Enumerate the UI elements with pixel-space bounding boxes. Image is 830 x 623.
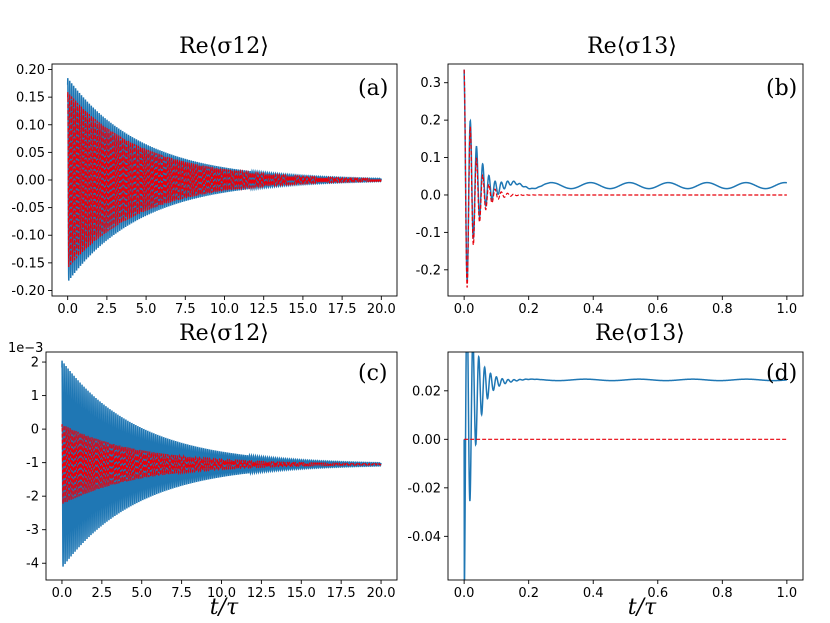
panel-b-frame [447, 63, 804, 297]
panel-b-ytick-label: 0.2 [420, 114, 441, 129]
panel-a: Re⟨σ12⟩ 0.0 2.5 5.0 7.5 10.0 12.5 15.0 17.5 20.0… [11, 34, 398, 317]
panel-c-xtick-label: 0.0 [52, 586, 73, 601]
panel-c-ytick-label: 0 [31, 423, 39, 438]
panel-c-ytick-label: 1 [31, 389, 39, 404]
panel-c-xtick-label: 2.5 [91, 586, 112, 601]
panel-d-xtick-label: 0.6 [647, 586, 668, 601]
panel-a-xtick-label: 10.0 [210, 302, 239, 317]
panel-d-ytick-label: -0.02 [407, 481, 441, 496]
panel-d-xtick-label: 1.0 [777, 586, 798, 601]
panel-b-ytick-label: 0.1 [420, 151, 441, 166]
panel-a-ytick-label: -0.10 [11, 229, 45, 244]
panel-b-xtick-label: 0.8 [712, 302, 733, 317]
panel-c-xtick-label: 10.0 [207, 586, 236, 601]
panel-a-xtick-label: 2.5 [97, 302, 118, 317]
panel-d-xtick-label: 0.2 [518, 586, 539, 601]
panel-a-label: (a) [358, 76, 388, 101]
panel-c-xtick-label: 20.0 [367, 586, 396, 601]
panel-c-offset-text: 1e−3 [8, 341, 43, 356]
panel-c-xtick-label: 5.0 [131, 586, 152, 601]
panel-b-xtick-label: 0.2 [518, 302, 539, 317]
panel-a-xtick-label: 17.5 [328, 302, 357, 317]
panel-b-xtick-label: 0.6 [647, 302, 668, 317]
panel-d-plot: 0.0 0.2 0.4 0.6 0.8 1.0 -0.04 -0.02 0.00 0.02 [407, 351, 804, 601]
panel-a-xtick-label: 12.5 [249, 302, 278, 317]
panel-d-ytick-label: 0.00 [412, 433, 441, 448]
panel-b-plot: 0.0 0.2 0.4 0.6 0.8 1.0 -0.2 -0.1 0.0 0.1 0.2 0.3 [416, 63, 804, 317]
panel-d-ytick-label: -0.04 [407, 530, 441, 545]
panel-c-plot: 0.0 2.5 5.0 7.5 10.0 12.5 15.0 17.5 20.0 -4 -3 -2 -1… [26, 351, 398, 601]
panel-a-series [66, 78, 383, 281]
panel-b-label: (b) [766, 76, 797, 101]
panel-c-xtick-label: 7.5 [171, 586, 192, 601]
panel-a-xtick-label: 15.0 [288, 302, 317, 317]
panel-c-ytick-label: 2 [31, 356, 39, 371]
panel-d-xtick-label: 0.4 [583, 586, 604, 601]
panel-b-series [463, 69, 787, 288]
panel-c-ytick-label: -3 [26, 523, 39, 538]
panel-d-xtick-label: 0.8 [712, 586, 733, 601]
panel-b-title: Re⟨σ13⟩ [587, 34, 677, 59]
panel-d-series [463, 352, 787, 580]
panel-d-xlabel: t/τ [628, 595, 657, 620]
panel-a-ytick-label: -0.05 [11, 201, 45, 216]
panel-a-ytick-label: 0.00 [16, 174, 45, 189]
panel-a-ytick-label: 0.10 [16, 118, 45, 133]
panel-b-series-blue [463, 69, 787, 281]
panel-c-ytick-label: -2 [26, 490, 39, 505]
panel-d-label: (d) [766, 361, 797, 386]
panel-a-ytick-label: 0.20 [16, 63, 45, 78]
panel-c-label: (c) [358, 361, 388, 386]
panel-a-ytick-label: -0.20 [11, 284, 45, 299]
panel-a-xtick-label: 5.0 [136, 302, 157, 317]
panel-c-xtick-label: 17.5 [327, 586, 356, 601]
panel-d-xtick-label: 0.0 [454, 586, 475, 601]
panel-a-ytick-label: -0.15 [11, 256, 45, 271]
panel-b-xtick-label: 0.0 [454, 302, 475, 317]
panel-a-ytick-label: 0.05 [16, 146, 45, 161]
panel-c-xtick-label: 12.5 [247, 586, 276, 601]
panel-b-xtick-label: 1.0 [777, 302, 798, 317]
panel-d-ytick-label: 0.02 [412, 384, 441, 399]
panel-b-ytick-label: -0.1 [416, 226, 441, 241]
panel-b-ytick-label: -0.2 [416, 263, 441, 278]
panel-b-ytick-label: 0.3 [420, 76, 441, 91]
panel-b-ytick-label: 0.0 [420, 188, 441, 203]
panel-a-ytick-label: 0.15 [16, 91, 45, 106]
panel-c-xtick-label: 15.0 [287, 586, 316, 601]
panel-b-xtick-label: 0.4 [583, 302, 604, 317]
panel-d-series-blue [463, 352, 787, 580]
panel-a-title: Re⟨σ12⟩ [179, 34, 269, 59]
panel-c: Re⟨σ12⟩ 1e−3 0.0 2.5 5.0 7.5 10.0 12.5 15.0 17.… [8, 321, 398, 620]
panel-d: Re⟨σ13⟩ 0.0 0.2 0.4 0.6 0.8 1.0 -0.04 -0.02 0.00… [407, 321, 804, 620]
panel-c-ytick-label: -1 [26, 456, 39, 471]
panel-a-xtick-label: 0.0 [57, 302, 78, 317]
panel-a-xtick-label: 7.5 [175, 302, 196, 317]
panel-c-series [61, 360, 382, 567]
panel-c-title: Re⟨σ12⟩ [179, 321, 269, 346]
panel-d-frame [447, 351, 804, 581]
panel-c-series-red [61, 424, 382, 504]
panel-a-xtick-label: 20.0 [367, 302, 396, 317]
panel-a-series-red [67, 91, 382, 267]
panel-b-series-red [463, 69, 787, 288]
panel-a-plot: 0.0 2.5 5.0 7.5 10.0 12.5 15.0 17.5 20.0 -0.20 -0.… [11, 63, 398, 317]
panel-d-title: Re⟨σ13⟩ [595, 321, 685, 346]
panel-b: Re⟨σ13⟩ 0.0 0.2 0.4 0.6 0.8 1.0 -0.2 -0.1 0.0 0.1… [416, 34, 804, 317]
panel-c-xlabel: t/τ [210, 595, 239, 620]
panel-c-ytick-label: -4 [26, 557, 39, 572]
